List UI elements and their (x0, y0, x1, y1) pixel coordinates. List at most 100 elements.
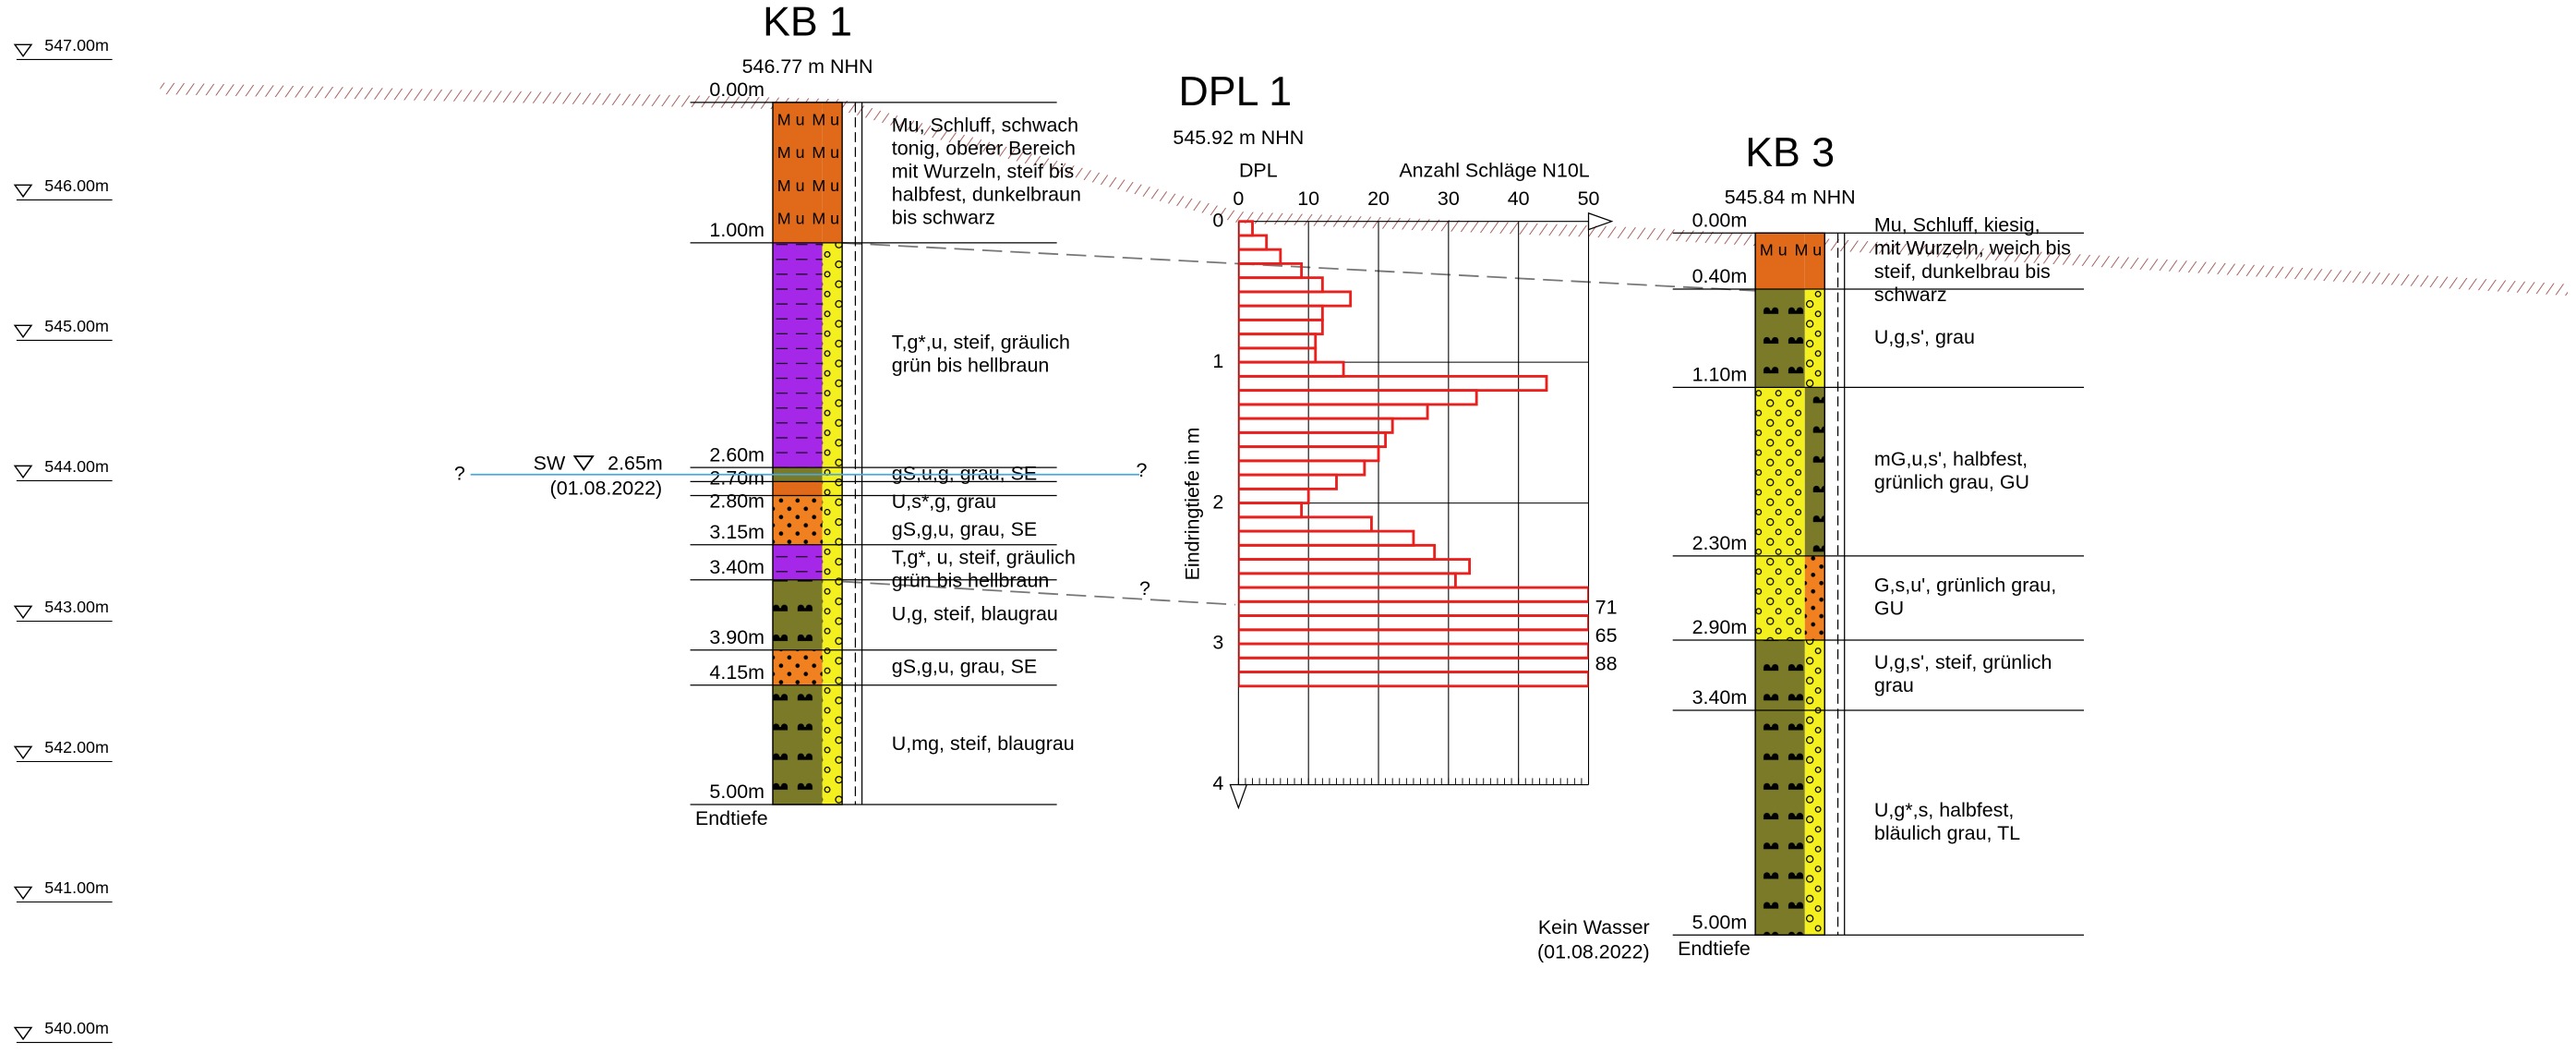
soil-pattern (1805, 640, 1824, 710)
water-label: SW (534, 453, 566, 475)
depth-label: 0.00m (1692, 209, 1748, 231)
dpl-x-label: Anzahl Schläge N10L (1399, 160, 1589, 182)
soil-pattern (823, 481, 842, 495)
elevation-marker (15, 185, 31, 197)
depth-label: 4.15m (709, 661, 764, 684)
soil-pattern (773, 496, 823, 545)
soil-pattern (773, 685, 823, 805)
x-tick-label: 10 (1297, 188, 1319, 210)
soil-symbol: M u (1794, 241, 1822, 260)
dpl-bar (1238, 418, 1392, 432)
elevation-label: 547.00m (44, 36, 109, 54)
elevation-marker (15, 746, 31, 758)
x-tick-label: 20 (1367, 188, 1390, 210)
dpl-bar (1238, 517, 1371, 531)
axis-arrow (1230, 785, 1246, 808)
y-tick-label: 3 (1212, 632, 1223, 654)
dpl-bar (1238, 292, 1350, 306)
borehole-title: KB 1 (763, 0, 852, 45)
soil-symbol: M u (777, 110, 805, 128)
depth-label: 3.15m (709, 521, 764, 543)
y-tick-label: 1 (1212, 350, 1223, 372)
x-tick-label: 30 (1438, 188, 1460, 210)
soil-pattern (1805, 710, 1824, 935)
elevation-label: 546.00m (44, 176, 109, 195)
dpl-bar (1238, 405, 1427, 418)
dpl-bar (1238, 531, 1414, 545)
layer-description: mit Wurzeln, steif bis (892, 161, 1075, 183)
layer-description: gS,g,u, grau, SE (892, 518, 1037, 540)
water-date: (01.08.2022) (550, 478, 663, 500)
correlation-line (842, 243, 1755, 291)
soil-pattern (1755, 640, 1805, 710)
elevation-label: 542.00m (44, 738, 109, 756)
elevation-label: 544.00m (44, 457, 109, 476)
depth-label: 3.90m (709, 626, 764, 648)
dpl-bar (1238, 475, 1336, 489)
soil-symbol: M u (812, 143, 839, 162)
borehole-title: KB 3 (1745, 130, 1835, 176)
layer-description: grün bis hellbraun (892, 570, 1050, 592)
depth-label: 1.00m (709, 219, 764, 241)
layer-description: schwarz (1874, 284, 1947, 306)
elevation-marker (15, 325, 31, 337)
soil-pattern (773, 243, 823, 467)
dpl-bar (1238, 601, 1735, 615)
depth-label: 1.10m (1692, 364, 1748, 386)
dpl-bar (1238, 616, 1588, 630)
content: 547.00m 546.00m 545.00m 544.00m 543.00m 542.0… (15, 0, 2084, 1043)
soil-pattern (823, 496, 842, 545)
dpl-value-label: 88 (1595, 653, 1618, 675)
layer-description: bläulich grau, TL (1874, 822, 2020, 844)
dpl-bar (1238, 376, 1547, 390)
unknown-mark: ? (1139, 577, 1150, 599)
borehole-elevation: 545.84 m NHN (1725, 186, 1856, 208)
dpl-elevation: 545.92 m NHN (1173, 127, 1304, 149)
dpl-bar (1238, 306, 1322, 320)
dpl-bar (1238, 560, 1469, 574)
layer-description: halbfest, dunkelbraun (892, 184, 1081, 206)
dpl-bar (1238, 236, 1266, 249)
elevation-marker (15, 1027, 31, 1039)
dpl-bar (1238, 432, 1385, 446)
elevation-marker (15, 606, 31, 618)
layer-description: G,s,u', grünlich grau, (1874, 575, 2056, 597)
depth-label: 5.00m (709, 781, 764, 803)
dpl-bar (1238, 362, 1343, 376)
soil-pattern (1755, 710, 1805, 935)
soil-pattern (1755, 289, 1805, 387)
depth-label: 2.90m (1692, 616, 1748, 638)
soil-symbol: M u (1760, 241, 1788, 260)
soil-pattern (1805, 556, 1824, 640)
borehole-elevation: 546.77 m NHN (742, 55, 873, 78)
layer-description: U,g,s', steif, grünlich (1874, 651, 2052, 673)
dpl-bar (1238, 334, 1315, 348)
x-tick-label: 50 (1578, 188, 1600, 210)
soil-layer (773, 481, 823, 495)
elevation-label: 545.00m (44, 317, 109, 335)
layer-description: T,g*, u, steif, gräulich (892, 547, 1076, 569)
dpl-bar (1238, 391, 1476, 405)
layer-description: mG,u,s', halbfest, (1874, 448, 2028, 470)
soil-symbol: M u (777, 210, 805, 228)
depth-label: 2.60m (709, 443, 764, 466)
soil-pattern (823, 650, 842, 685)
end-depth-note: Endtiefe (1678, 938, 1751, 960)
water-marker (574, 456, 593, 469)
dpl-value-label: 71 (1595, 597, 1618, 619)
elevation-label: 543.00m (44, 598, 109, 616)
layer-description: U,g,s', grau (1874, 326, 1975, 348)
depth-label: 0.40m (1692, 265, 1748, 287)
depth-label: 5.00m (1692, 911, 1748, 933)
dpl-bar (1238, 278, 1322, 292)
dpl-y-label: Eindringtiefe in m (1182, 428, 1204, 581)
soil-pattern (823, 685, 842, 805)
soil-pattern (1805, 387, 1824, 555)
soil-pattern (773, 545, 823, 580)
dpl-bar (1238, 461, 1364, 475)
layer-description: U,g*,s, halbfest, (1874, 799, 2014, 821)
soil-symbol: M u (812, 210, 839, 228)
dpl-title: DPL 1 (1178, 69, 1292, 115)
soil-symbol: M u (812, 176, 839, 195)
terrain (160, 82, 2568, 296)
